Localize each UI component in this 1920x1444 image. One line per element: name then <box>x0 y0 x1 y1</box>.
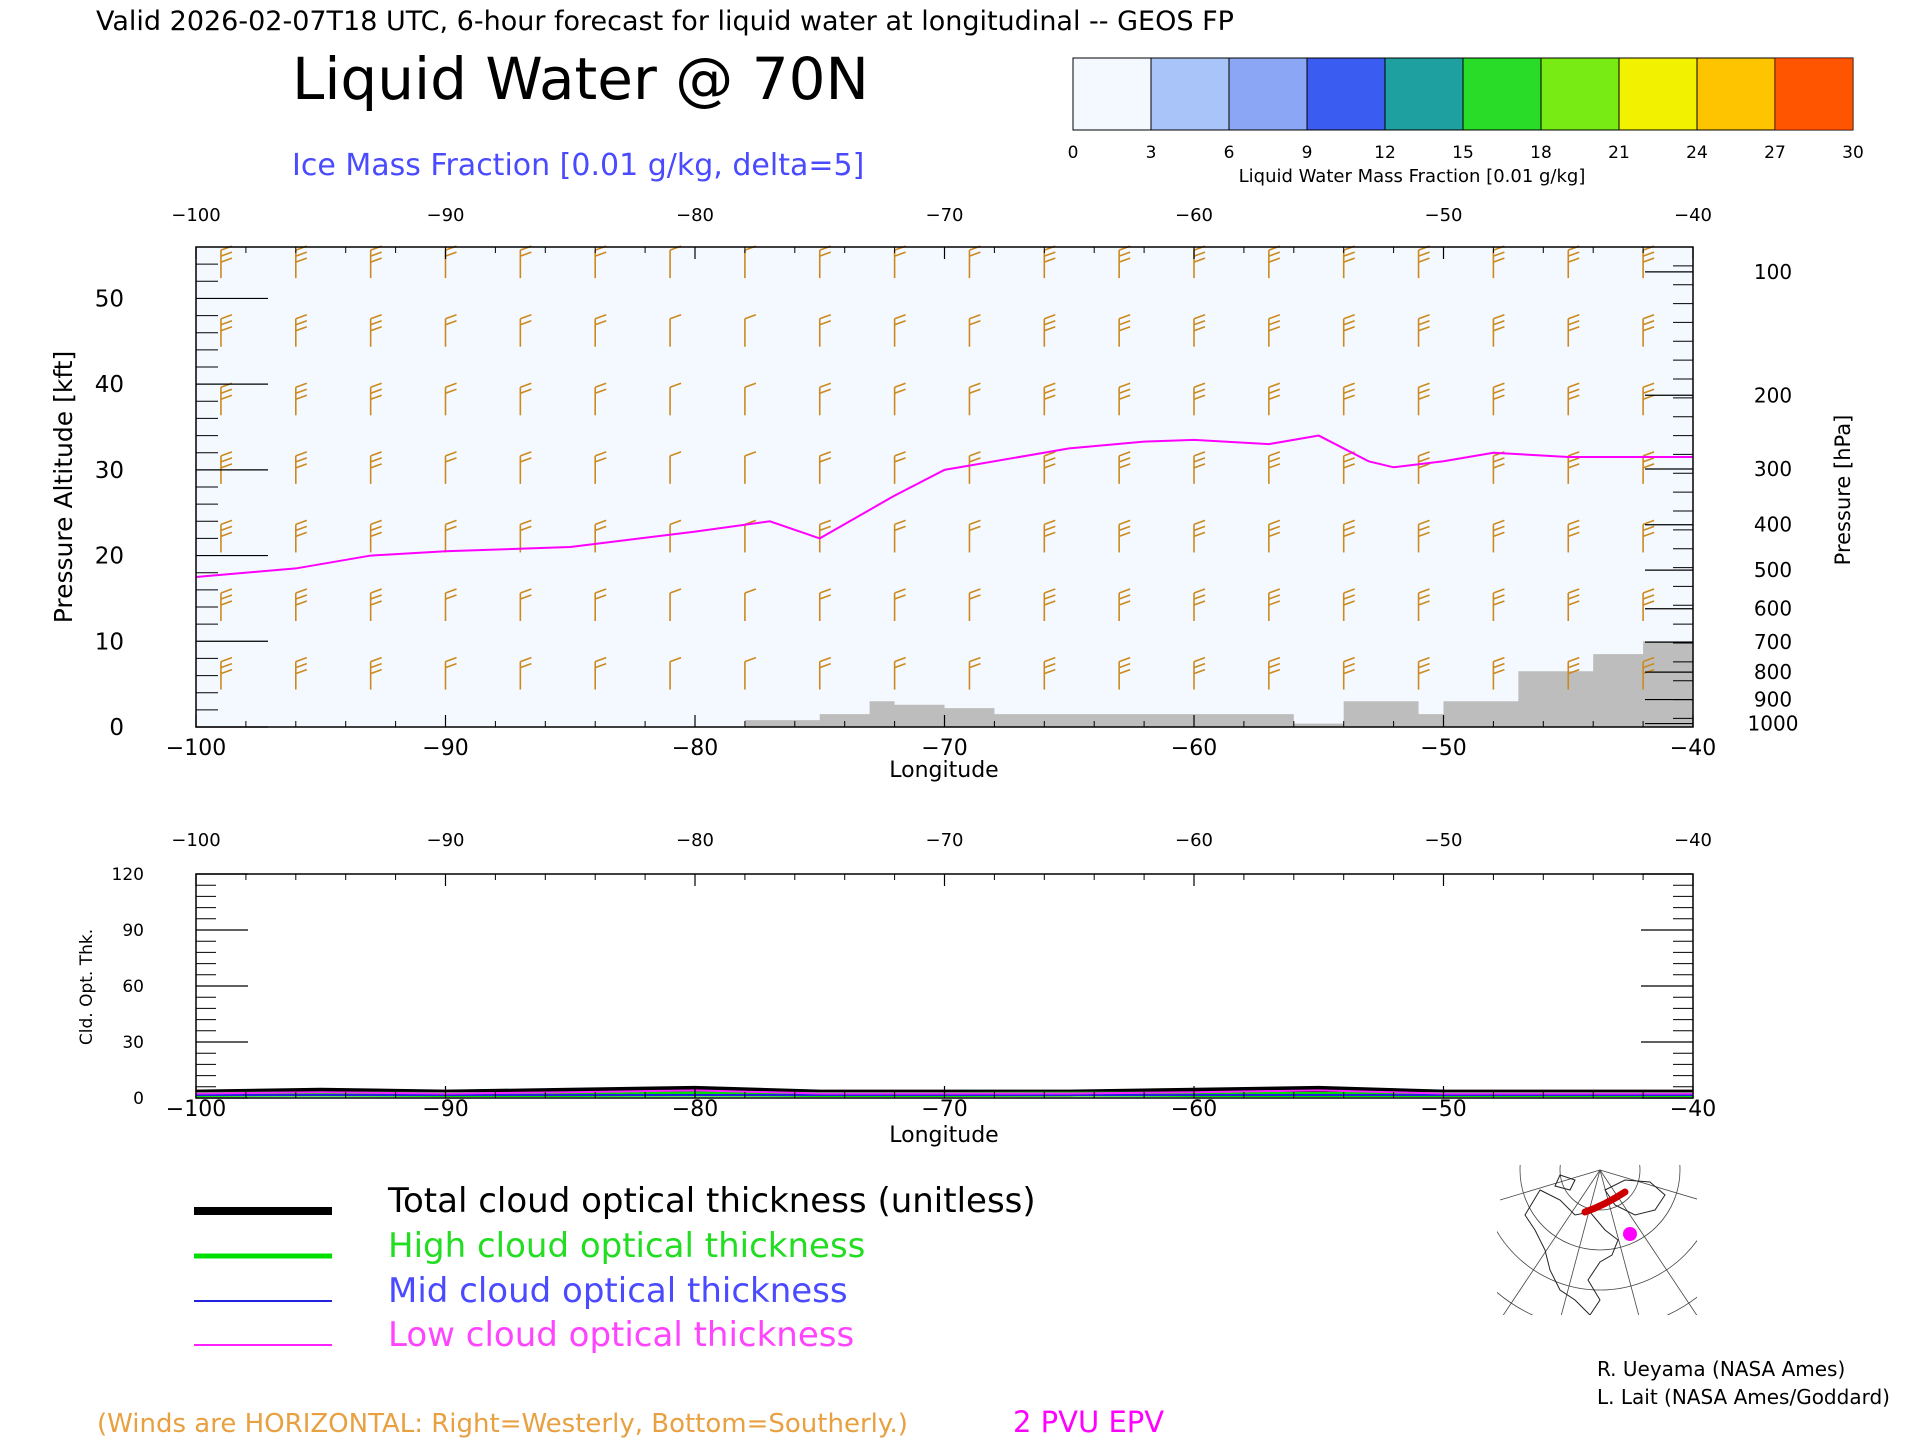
otk-top-x-tick-label: −40 <box>1674 830 1712 851</box>
y-tick-label: 50 <box>95 286 124 312</box>
colorbar-segment <box>1307 58 1385 130</box>
y-tick-label: 40 <box>95 372 124 398</box>
x-tick-label: −40 <box>1670 736 1716 761</box>
otk-y-tick-label: 60 <box>122 977 144 997</box>
top-x-tick-label: −90 <box>427 205 465 226</box>
legend-label-total: Total cloud optical thickness (unitless) <box>387 1181 1036 1221</box>
y-axis-label: Pressure Altitude [kft] <box>49 351 78 624</box>
top-x-tick-label: −40 <box>1674 205 1712 226</box>
colorbar-segment <box>1697 58 1775 130</box>
y-tick-label: 20 <box>95 544 124 570</box>
otk-y-axis-label: Cld. Opt. Thk. <box>77 929 97 1045</box>
pressure-tick-label: 1000 <box>1748 712 1799 736</box>
otk-top-x-tick-label: −90 <box>427 830 465 851</box>
winds-note: (Winds are HORIZONTAL: Right=Westerly, B… <box>97 1409 908 1439</box>
colorbar-tick-label: 15 <box>1452 143 1474 163</box>
otk-top-x-tick-label: −70 <box>926 830 964 851</box>
top-x-tick-label: −70 <box>926 205 964 226</box>
optical-thickness-frame <box>196 874 1693 1098</box>
pressure-tick-label: 500 <box>1754 558 1792 582</box>
colorbar-segment <box>1229 58 1307 130</box>
colorbar-tick-label: 0 <box>1068 143 1079 163</box>
pressure-tick-label: 600 <box>1754 597 1792 621</box>
credit-line-2: L. Lait (NASA Ames/Goddard) <box>1597 1385 1890 1409</box>
otk-y-tick-label: 90 <box>122 921 144 941</box>
otk-y-tick-label: 0 <box>133 1089 144 1109</box>
y-tick-label: 0 <box>109 715 124 741</box>
page-title: Liquid Water @ 70N <box>292 45 869 113</box>
colorbar-segment <box>1541 58 1619 130</box>
legend: Total cloud optical thickness (unitless)… <box>194 1181 1036 1355</box>
colorbar-tick-label: 9 <box>1302 143 1313 163</box>
pressure-tick-label: 900 <box>1754 688 1792 712</box>
valid-time-line: Valid 2026-02-07T18 UTC, 6-hour forecast… <box>96 6 1234 37</box>
otk-x-tick-label: −40 <box>1670 1097 1716 1122</box>
y-tick-label: 30 <box>95 458 124 484</box>
otk-top-x-tick-label: −80 <box>676 830 714 851</box>
legend-label-low: Low cloud optical thickness <box>388 1315 854 1355</box>
otk-x-tick-label: −60 <box>1171 1097 1217 1122</box>
colorbar-segment-tail <box>1775 58 1853 130</box>
legend-label-mid: Mid cloud optical thickness <box>388 1271 848 1311</box>
subtitle: Ice Mass Fraction [0.01 g/kg, delta=5] <box>292 148 864 183</box>
top-x-tick-label: −60 <box>1175 205 1213 226</box>
y2-axis-label: Pressure [hPa] <box>1831 415 1855 566</box>
pressure-tick-label: 300 <box>1754 457 1792 481</box>
pressure-tick-label: 100 <box>1754 260 1792 284</box>
colorbar-segment <box>1619 58 1697 130</box>
colorbar-tick-label: 12 <box>1374 143 1396 163</box>
colorbar-label: Liquid Water Mass Fraction [0.01 g/kg] <box>1239 166 1586 187</box>
cross-section-panel: −100−90−80−70−60−50−40−100−90−80−70−60−5… <box>95 205 1799 761</box>
pressure-tick-label: 800 <box>1754 660 1792 684</box>
colorbar-segment <box>1385 58 1463 130</box>
x-tick-label: −90 <box>422 736 468 761</box>
top-x-tick-label: −100 <box>171 205 220 226</box>
otk-x-axis-label: Longitude <box>889 1123 998 1148</box>
top-x-tick-label: −80 <box>676 205 714 226</box>
otk-top-x-tick-label: −60 <box>1175 830 1213 851</box>
x-tick-label: −60 <box>1171 736 1217 761</box>
otk-x-tick-label: −70 <box>921 1097 967 1122</box>
otk-top-x-tick-label: −50 <box>1425 830 1463 851</box>
legend-label-high: High cloud optical thickness <box>388 1226 865 1266</box>
top-x-tick-label: −50 <box>1425 205 1463 226</box>
optical-thickness-panel: −100 −90 −80 −70 −60 −50 −40 −100 −90 −80 −70 −60 −5… <box>112 830 1717 1122</box>
pressure-tick-label: 700 <box>1754 630 1792 654</box>
colorbar-tick-label: 24 <box>1686 143 1708 163</box>
colorbar-tick-label: 3 <box>1146 143 1157 163</box>
colorbar-tick-label: 21 <box>1608 143 1630 163</box>
otk-x-tick-label: −100 <box>166 1097 226 1122</box>
x-tick-label: −80 <box>672 736 718 761</box>
map-track <box>1585 1192 1625 1212</box>
otk-x-tick-label: −50 <box>1420 1097 1466 1122</box>
colorbar-tick-label: 27 <box>1764 143 1786 163</box>
cross-section-background <box>196 247 1693 727</box>
colorbar-tick-label: 6 <box>1224 143 1235 163</box>
colorbar-segment <box>1463 58 1541 130</box>
otk-y-tick-label: 30 <box>122 1033 144 1053</box>
colorbar-segment <box>1073 58 1151 130</box>
otk-x-tick-label: −90 <box>422 1097 468 1122</box>
map-location-marker <box>1623 1227 1637 1241</box>
x-tick-label: −50 <box>1420 736 1466 761</box>
colorbar-tick-label: 18 <box>1530 143 1552 163</box>
otk-y-tick-label: 120 <box>112 865 144 885</box>
otk-top-x-tick-label: −100 <box>171 830 220 851</box>
otk-x-tick-label: −80 <box>672 1097 718 1122</box>
colorbar-tick-label: 30 <box>1842 143 1864 163</box>
credit-line-1: R. Ueyama (NASA Ames) <box>1597 1357 1845 1381</box>
colorbar-segment <box>1151 58 1229 130</box>
x-axis-label: Longitude <box>889 758 998 783</box>
pressure-tick-label: 200 <box>1754 383 1792 407</box>
pressure-tick-label: 400 <box>1754 513 1792 537</box>
y-tick-label: 10 <box>95 629 124 655</box>
colorbar: 0 3 6 9 12 15 18 21 24 27 30 <box>1068 58 1864 163</box>
epv-legend-label: 2 PVU EPV <box>1013 1405 1164 1439</box>
x-tick-label: −100 <box>166 736 226 761</box>
